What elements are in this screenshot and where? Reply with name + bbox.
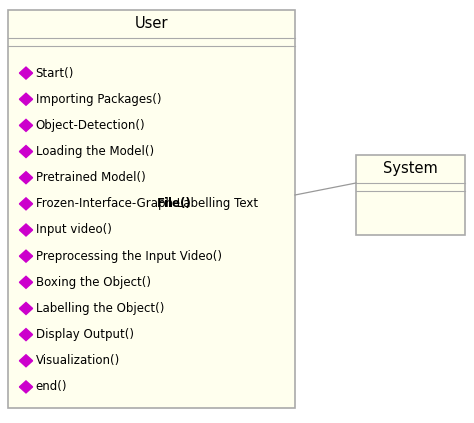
Text: Importing Packages(): Importing Packages() <box>36 93 161 106</box>
Text: Loading the Model(): Loading the Model() <box>36 145 154 158</box>
Polygon shape <box>19 224 33 236</box>
Bar <box>356 155 465 235</box>
Polygon shape <box>19 198 33 210</box>
Text: User: User <box>135 16 168 31</box>
Polygon shape <box>19 93 33 105</box>
Text: Preprocessing the Input Video(): Preprocessing the Input Video() <box>36 250 222 263</box>
Text: Visualization(): Visualization() <box>36 354 120 367</box>
Polygon shape <box>19 67 33 79</box>
Polygon shape <box>19 302 33 314</box>
Text: Display Output(): Display Output() <box>36 328 134 341</box>
Bar <box>8 10 295 408</box>
Polygon shape <box>19 146 33 157</box>
Polygon shape <box>19 172 33 184</box>
Polygon shape <box>19 250 33 262</box>
Text: end(): end() <box>36 380 67 393</box>
Text: Frozen-Interface-Graph Labelling Text: Frozen-Interface-Graph Labelling Text <box>36 198 262 210</box>
Polygon shape <box>19 329 33 341</box>
Polygon shape <box>19 381 33 393</box>
Polygon shape <box>19 276 33 288</box>
Text: System: System <box>383 162 438 176</box>
Text: Boxing the Object(): Boxing the Object() <box>36 276 151 289</box>
Polygon shape <box>19 355 33 367</box>
Text: File(): File() <box>156 198 191 210</box>
Text: Input video(): Input video() <box>36 223 111 236</box>
Text: Start(): Start() <box>36 66 74 80</box>
Text: Object-Detection(): Object-Detection() <box>36 119 145 132</box>
Polygon shape <box>19 119 33 132</box>
Text: Labelling the Object(): Labelling the Object() <box>36 302 164 315</box>
Text: Pretrained Model(): Pretrained Model() <box>36 171 146 184</box>
